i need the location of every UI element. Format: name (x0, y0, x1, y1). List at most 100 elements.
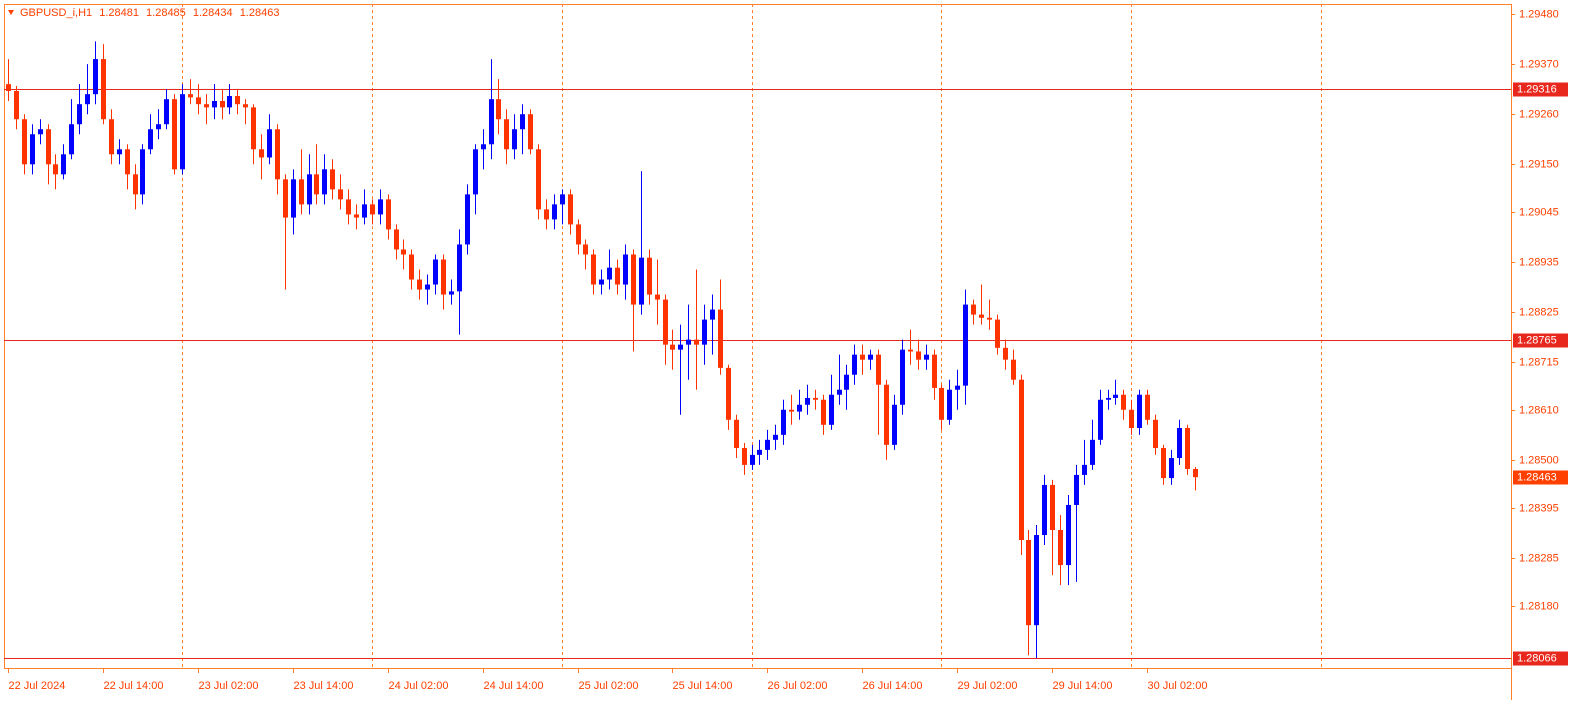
candle-body (1011, 359, 1016, 380)
candle-body (1066, 504, 1071, 566)
x-tick-label: 23 Jul 14:00 (294, 680, 354, 692)
price-label: 1.29316 (1517, 83, 1557, 95)
candle-body (1042, 484, 1047, 536)
candle-body (1193, 468, 1198, 478)
candle-body (821, 399, 826, 425)
candle-body (133, 174, 138, 195)
candle-body (196, 97, 201, 105)
candle-body (979, 314, 984, 318)
candle-body (53, 164, 58, 175)
high-value: 1.28485 (146, 7, 186, 19)
candle-body (829, 394, 834, 425)
y-tick-label: 1.28500 (1519, 454, 1559, 466)
price-label-box (1513, 651, 1568, 666)
candle-body (1034, 535, 1039, 626)
candle-body (939, 387, 944, 420)
candle-body (655, 294, 660, 300)
candle-body (1169, 458, 1174, 479)
candle-body (204, 104, 209, 108)
candle-body (38, 129, 43, 135)
candle-body (401, 249, 406, 255)
candle-body (259, 149, 264, 158)
candle-body (409, 254, 414, 280)
candle-body (844, 374, 849, 390)
candle-body (425, 284, 430, 290)
candle-body (1026, 540, 1031, 626)
candle-body (386, 199, 391, 230)
candle-body (251, 107, 256, 150)
candle-body (1058, 530, 1063, 566)
candle-body (710, 309, 715, 320)
candle-body (180, 94, 185, 170)
candle-body (433, 259, 438, 285)
candle-body (101, 59, 106, 120)
candle-body (362, 204, 367, 218)
x-tick-label: 26 Jul 02:00 (768, 680, 828, 692)
candle-body (536, 149, 541, 210)
candle-body (125, 149, 130, 175)
candle-body (1074, 474, 1079, 505)
candle-body (702, 319, 707, 345)
candle-body (291, 179, 296, 218)
candle-body (591, 254, 596, 285)
candle-body (583, 244, 588, 255)
candle-body (504, 119, 509, 150)
y-tick-label: 1.29045 (1519, 206, 1559, 218)
candle-body (852, 354, 857, 375)
candle-body (1129, 409, 1134, 428)
x-tick-label: 22 Jul 14:00 (104, 680, 164, 692)
candle-body (520, 114, 525, 130)
x-tick-label: 25 Jul 14:00 (673, 680, 733, 692)
candle-body (670, 344, 675, 350)
candle-body (22, 119, 27, 165)
y-tick-label: 1.29260 (1519, 108, 1559, 120)
candle-body (164, 99, 169, 125)
candle-body (663, 299, 668, 345)
candle-body (528, 114, 533, 150)
candle-body (908, 349, 913, 352)
candle-body (1090, 439, 1095, 465)
candle-body (314, 174, 319, 195)
candle-body (694, 339, 699, 345)
x-tick-label: 23 Jul 02:00 (199, 680, 259, 692)
candle-body (639, 257, 644, 305)
candle-body (876, 354, 881, 385)
candle-body (394, 229, 399, 250)
candle-body (69, 124, 74, 155)
candle-body (1185, 427, 1190, 469)
candle-body (6, 84, 11, 91)
y-tick-label: 1.29150 (1519, 158, 1559, 170)
candle-body (441, 259, 446, 295)
candle-body (156, 124, 161, 130)
candle-body (868, 354, 873, 360)
current-price-box (1513, 470, 1568, 485)
candle-body (457, 244, 462, 292)
price-label: 1.28765 (1517, 334, 1557, 346)
candle-body (354, 214, 359, 218)
candle-body (552, 204, 557, 220)
candle-body (220, 101, 225, 108)
symbol: GBPUSD_i,H1 (20, 7, 93, 19)
candle-body (615, 267, 620, 285)
candle-body (449, 291, 454, 295)
open-value: 1.28481 (99, 7, 139, 19)
candle-body (607, 267, 612, 280)
candle-body (916, 351, 921, 360)
candle-body (726, 367, 731, 420)
low-value: 1.28434 (192, 7, 233, 19)
candle-body (227, 95, 232, 108)
menu-triangle[interactable] (8, 10, 14, 15)
candle-body (789, 409, 794, 412)
candle-body (93, 59, 98, 95)
candle-body (417, 279, 422, 290)
candle-body (346, 199, 351, 215)
candle-body (686, 339, 691, 345)
candle-body (473, 149, 478, 195)
y-tick-label: 1.28935 (1519, 256, 1559, 268)
candle-body (235, 95, 240, 105)
candle-body (765, 439, 770, 450)
y-tick-label: 1.28285 (1519, 552, 1559, 564)
candle-body (30, 134, 35, 165)
candle-body (1153, 419, 1158, 449)
